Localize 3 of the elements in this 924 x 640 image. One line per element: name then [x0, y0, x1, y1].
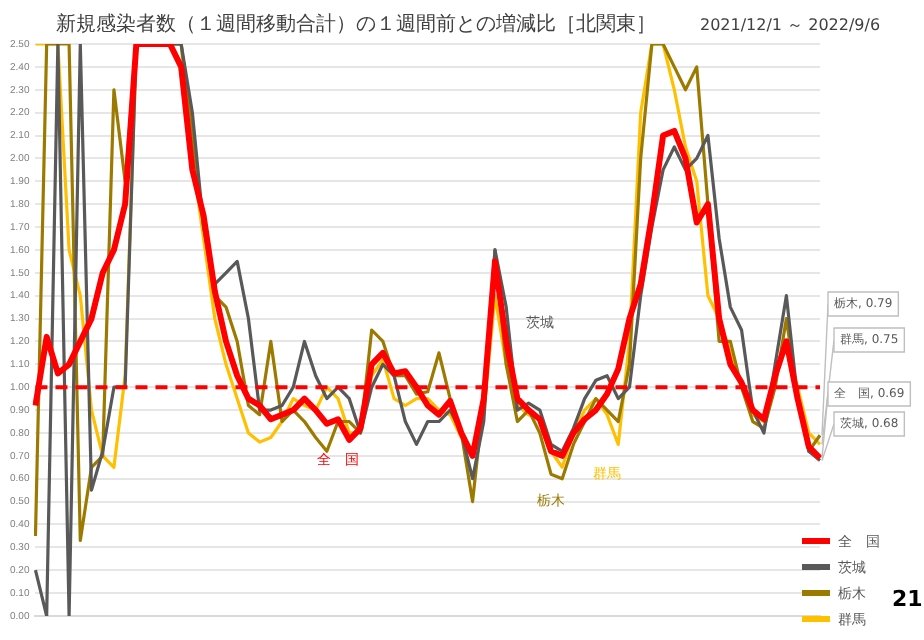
chart-subtitle: 2021/12/1 ～ 2022/9/6 — [700, 14, 881, 36]
chart-title: 新規感染者数（１週間移動合計）の１週間前との増減比［北関東］ — [56, 11, 656, 38]
text: 21 — [892, 585, 923, 612]
